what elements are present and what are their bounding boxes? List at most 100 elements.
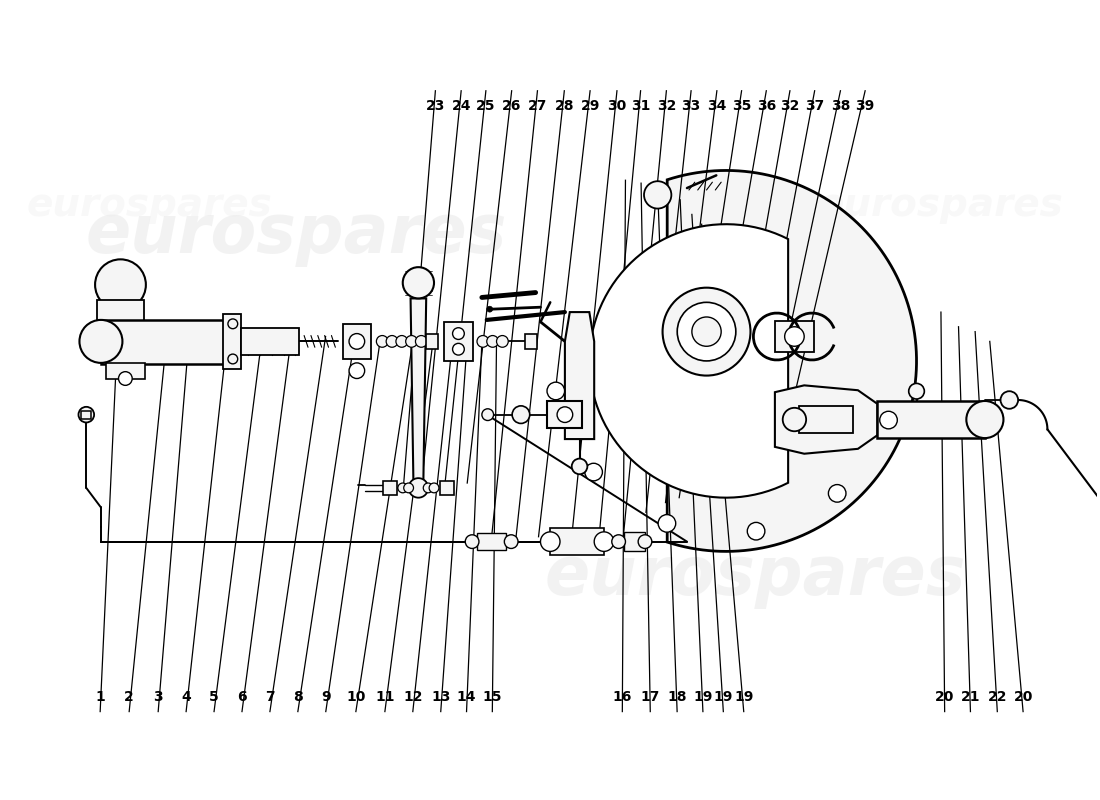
Circle shape <box>909 383 924 399</box>
Text: 9: 9 <box>321 690 331 704</box>
Text: 16: 16 <box>613 690 632 704</box>
Polygon shape <box>774 386 878 454</box>
Circle shape <box>79 320 122 363</box>
Circle shape <box>408 478 428 498</box>
Circle shape <box>487 335 498 347</box>
Bar <box>878 401 984 438</box>
Circle shape <box>416 335 427 347</box>
Text: 13: 13 <box>431 690 450 704</box>
Bar <box>241 328 299 355</box>
Circle shape <box>880 411 898 429</box>
Text: 19: 19 <box>693 690 713 704</box>
Circle shape <box>487 306 493 312</box>
Text: 31: 31 <box>631 98 650 113</box>
Text: eurospares: eurospares <box>86 201 507 267</box>
Circle shape <box>452 328 464 339</box>
Text: 32: 32 <box>657 98 676 113</box>
Text: 10: 10 <box>346 690 365 704</box>
Text: 8: 8 <box>293 690 303 704</box>
Text: 17: 17 <box>640 690 660 704</box>
Polygon shape <box>565 312 594 439</box>
Circle shape <box>547 382 564 400</box>
Text: eurospares: eurospares <box>818 186 1064 224</box>
Text: 22: 22 <box>988 690 1008 704</box>
Text: 33: 33 <box>682 98 701 113</box>
Polygon shape <box>410 298 426 488</box>
Bar <box>223 314 241 369</box>
Bar <box>106 363 145 378</box>
Circle shape <box>403 267 434 298</box>
Circle shape <box>612 534 626 549</box>
Text: 23: 23 <box>426 98 446 113</box>
Text: 27: 27 <box>528 98 547 113</box>
Circle shape <box>540 532 560 551</box>
Text: 20: 20 <box>1013 690 1033 704</box>
Text: 5: 5 <box>209 690 219 704</box>
Circle shape <box>424 483 433 493</box>
Circle shape <box>429 483 439 493</box>
Circle shape <box>349 334 365 350</box>
Circle shape <box>828 485 846 502</box>
Circle shape <box>644 182 671 209</box>
Circle shape <box>398 483 408 493</box>
Text: 6: 6 <box>238 690 246 704</box>
Circle shape <box>396 335 408 347</box>
Text: eurospares: eurospares <box>26 186 273 224</box>
Text: 7: 7 <box>265 690 275 704</box>
Circle shape <box>594 532 614 551</box>
Circle shape <box>513 406 530 423</box>
Text: 19: 19 <box>734 690 754 704</box>
Text: 37: 37 <box>805 98 824 113</box>
Text: 24: 24 <box>451 98 471 113</box>
Text: 15: 15 <box>483 690 502 704</box>
Circle shape <box>678 302 736 361</box>
Circle shape <box>386 335 398 347</box>
Text: 2: 2 <box>124 690 134 704</box>
Text: 29: 29 <box>581 98 600 113</box>
Circle shape <box>585 463 603 481</box>
Text: 21: 21 <box>960 690 980 704</box>
Circle shape <box>572 458 587 474</box>
Circle shape <box>658 514 675 532</box>
Bar <box>443 322 473 361</box>
Text: 36: 36 <box>757 98 776 113</box>
Circle shape <box>1098 510 1100 525</box>
Circle shape <box>482 409 494 421</box>
Bar <box>550 528 604 555</box>
Bar <box>624 532 645 551</box>
Circle shape <box>119 372 132 386</box>
Bar <box>383 481 397 494</box>
Text: 25: 25 <box>476 98 496 113</box>
Text: 35: 35 <box>732 98 751 113</box>
Polygon shape <box>590 224 788 498</box>
Text: 28: 28 <box>554 98 574 113</box>
Text: 12: 12 <box>403 690 422 704</box>
Bar <box>343 324 371 359</box>
Circle shape <box>465 534 478 549</box>
Circle shape <box>376 335 388 347</box>
Text: 4: 4 <box>182 690 191 704</box>
Circle shape <box>95 259 146 310</box>
Circle shape <box>477 335 488 347</box>
Text: 3: 3 <box>153 690 163 704</box>
Bar <box>101 320 228 364</box>
Bar <box>440 481 453 494</box>
Circle shape <box>504 534 518 549</box>
Polygon shape <box>668 170 916 551</box>
Text: 19: 19 <box>714 690 733 704</box>
Text: 38: 38 <box>830 98 850 113</box>
Text: 20: 20 <box>935 690 955 704</box>
Circle shape <box>784 326 804 346</box>
Text: 14: 14 <box>456 690 476 704</box>
Circle shape <box>638 534 652 549</box>
Text: 11: 11 <box>375 690 395 704</box>
Bar <box>426 334 438 350</box>
Circle shape <box>692 317 722 346</box>
Circle shape <box>1001 391 1019 409</box>
Text: 34: 34 <box>707 98 727 113</box>
Bar <box>477 533 506 550</box>
Text: 26: 26 <box>502 98 521 113</box>
Circle shape <box>349 363 365 378</box>
Bar <box>774 321 814 352</box>
Circle shape <box>966 401 1003 438</box>
